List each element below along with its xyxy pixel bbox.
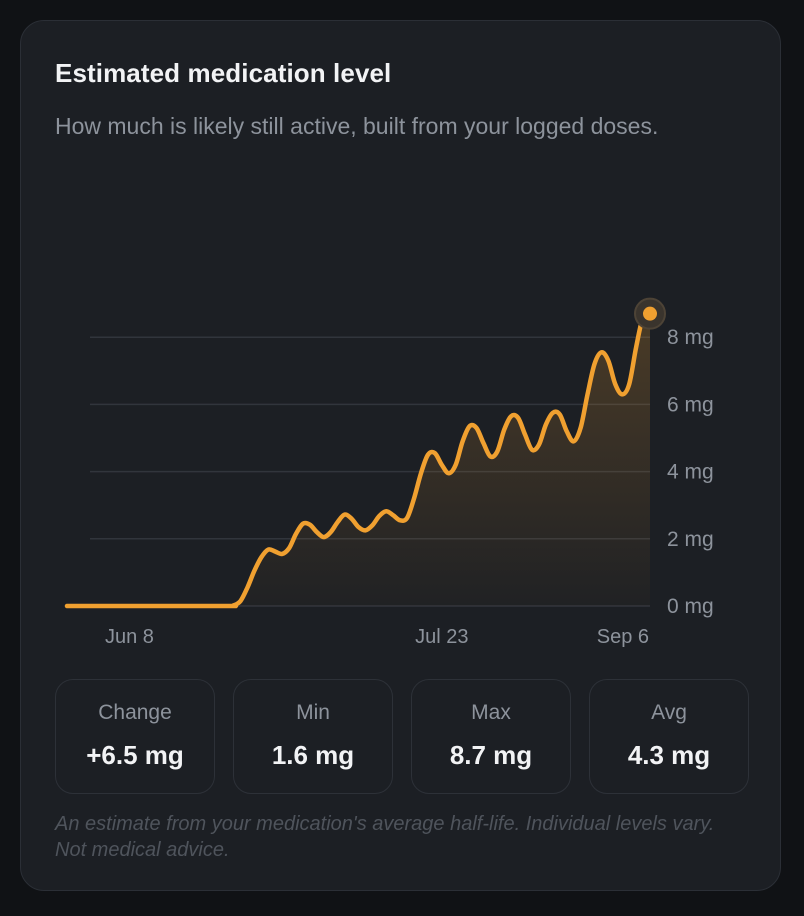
- x-tick-label: Jun 8: [105, 626, 154, 648]
- y-tick-label: 0 mg: [667, 595, 714, 618]
- stat-value: 1.6 mg: [271, 740, 355, 770]
- disclaimer-text: An estimate from your medication's avera…: [55, 813, 715, 861]
- card-subtitle: How much is likely still active, built f…: [55, 113, 659, 139]
- stat-card-min: Min 1.6 mg: [233, 679, 393, 794]
- stats-row: Change +6.5 mg Min 1.6 mg Max 8.7 mg Avg…: [55, 679, 751, 794]
- stat-card-change: Change +6.5 mg: [55, 679, 215, 794]
- x-tick-label: Sep 6: [597, 626, 649, 648]
- card-title: Estimated medication level: [55, 58, 392, 88]
- latest-point-marker[interactable]: [643, 306, 657, 321]
- y-tick-label: 4 mg: [667, 461, 714, 484]
- medication-level-card: Estimated medication level How much is l…: [20, 20, 781, 891]
- stat-label: Max: [471, 701, 511, 724]
- stat-card-max: Max 8.7 mg: [411, 679, 571, 794]
- stat-value: 4.3 mg: [627, 740, 711, 770]
- stat-value: +6.5 mg: [86, 740, 184, 770]
- stat-label: Min: [296, 701, 330, 724]
- stat-label: Change: [98, 701, 172, 724]
- x-tick-label: Jul 23: [415, 626, 468, 648]
- level-area-fill: [67, 313, 650, 607]
- stat-value: 8.7 mg: [449, 740, 533, 770]
- y-tick-label: 2 mg: [667, 528, 714, 551]
- y-tick-label: 6 mg: [667, 393, 714, 416]
- stat-label: Avg: [651, 701, 687, 724]
- medication-level-chart: 0 mg 2 mg 4 mg 6 mg 8 mg Jun 8 Jul 23 Sep 6: [64, 297, 714, 648]
- level-series-line: [64, 311, 653, 609]
- y-tick-label: 8 mg: [667, 326, 714, 349]
- stat-card-avg: Avg 4.3 mg: [589, 679, 749, 794]
